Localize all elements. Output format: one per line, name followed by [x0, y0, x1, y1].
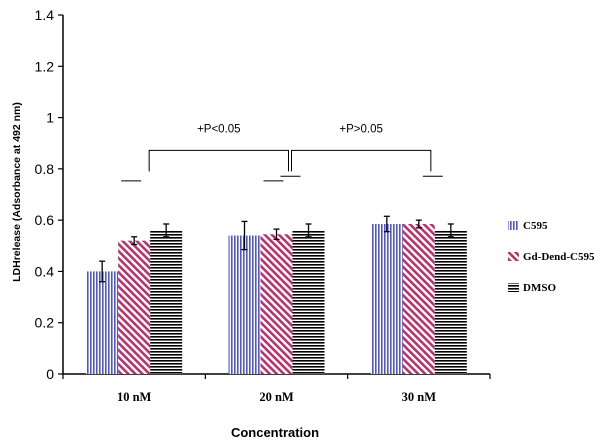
- bar: [292, 230, 325, 374]
- x-tick-label: 20 nM: [259, 390, 294, 404]
- y-tick-label: 0.6: [35, 212, 55, 228]
- bars: [86, 215, 467, 374]
- legend: C595 Gd-Dend-C595 DMSO: [508, 220, 595, 294]
- y-axis: 0 0.2 0.4 0.6 0.8 1 1.2 1.4: [35, 7, 64, 382]
- y-tick-label: 0.2: [35, 315, 55, 331]
- bar: [118, 240, 151, 374]
- y-tick-label: 1.4: [35, 7, 55, 23]
- y-tick-label: 0: [46, 366, 54, 382]
- x-axis-title: Concentration: [231, 425, 319, 440]
- x-tick-label: 30 nM: [402, 390, 437, 404]
- bar: [260, 234, 293, 374]
- bar: [370, 223, 403, 374]
- x-axis: 10 nM 20 nM 30 nM: [62, 373, 491, 404]
- y-tick-label: 0.8: [35, 161, 55, 177]
- x-tick-label: 10 nM: [117, 390, 152, 404]
- y-tick-label: 1.2: [35, 58, 55, 74]
- legend-label: C595: [523, 220, 548, 232]
- bar: [150, 230, 183, 374]
- significance-bracket: [291, 149, 432, 172]
- legend-swatch: [508, 221, 519, 230]
- significance-bracket: [148, 149, 289, 172]
- legend-swatch: [508, 252, 519, 261]
- bar: [228, 235, 261, 374]
- legend-swatch: [508, 283, 519, 292]
- y-axis-title: LDHrelease (Adsorbance at 492 nm): [11, 102, 23, 282]
- y-tick-label: 1: [46, 110, 54, 126]
- bar: [86, 271, 119, 374]
- significance-label: +P>0.05: [339, 123, 382, 135]
- legend-label: DMSO: [523, 282, 556, 294]
- significance-annotations: +P<0.05 +P>0.05: [121, 123, 443, 182]
- significance-label: +P<0.05: [197, 123, 240, 135]
- bar: [402, 223, 435, 374]
- y-tick-label: 0.4: [35, 263, 55, 279]
- bar: [434, 230, 467, 374]
- legend-label: Gd-Dend-C595: [523, 251, 595, 263]
